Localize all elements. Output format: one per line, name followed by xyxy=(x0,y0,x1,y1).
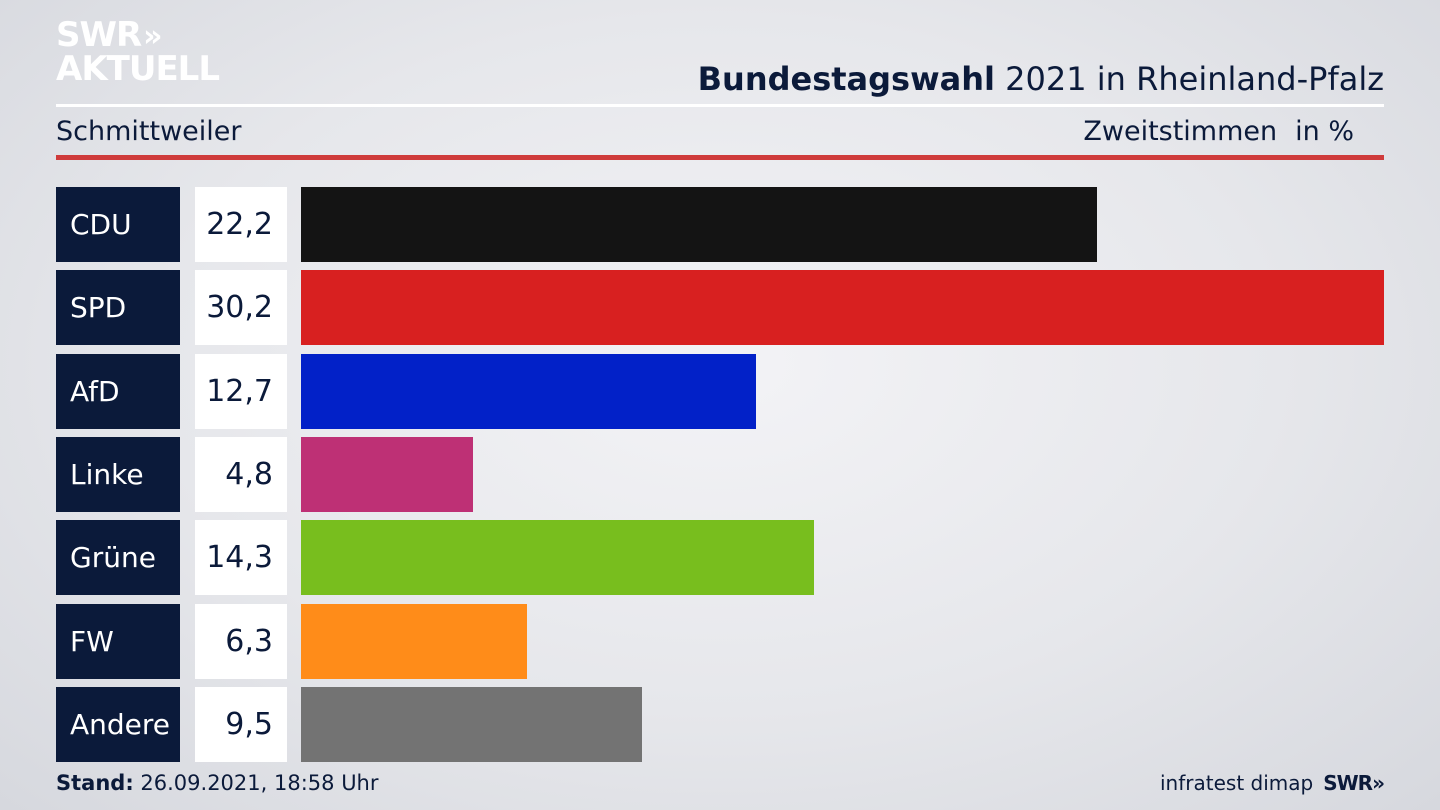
bar xyxy=(301,687,642,762)
party-label: Andere xyxy=(56,687,180,762)
accent-divider xyxy=(56,155,1384,160)
measure-label: Zweitstimmen in % xyxy=(1083,116,1354,147)
bar-row-cdu: CDU 22,2 xyxy=(56,187,1384,262)
party-label: CDU xyxy=(56,187,180,262)
bar xyxy=(301,520,814,595)
value-label: 30,2 xyxy=(195,270,287,345)
bar-row-andere: Andere 9,5 xyxy=(56,687,1384,762)
timestamp-value: 26.09.2021, 18:58 Uhr xyxy=(140,771,379,795)
value-label: 12,7 xyxy=(195,354,287,429)
chart-title-rest: 2021 in Rheinland-Pfalz xyxy=(1005,60,1384,98)
bar-row-grüne: Grüne 14,3 xyxy=(56,520,1384,595)
location-label: Schmittweiler xyxy=(56,116,242,147)
bar xyxy=(301,270,1384,345)
bar-row-spd: SPD 30,2 xyxy=(56,270,1384,345)
bar-row-fw: FW 6,3 xyxy=(56,604,1384,679)
timestamp: Stand: 26.09.2021, 18:58 Uhr xyxy=(56,771,379,795)
bar-row-linke: Linke 4,8 xyxy=(56,437,1384,512)
chart-title: Bundestagswahl 2021 in Rheinland-Pfalz xyxy=(698,60,1384,98)
value-label: 6,3 xyxy=(195,604,287,679)
value-label: 14,3 xyxy=(195,520,287,595)
value-label: 22,2 xyxy=(195,187,287,262)
measure-unit: in % xyxy=(1295,116,1354,147)
timestamp-label: Stand: xyxy=(56,771,134,795)
measure-name: Zweitstimmen xyxy=(1083,116,1278,147)
bar xyxy=(301,437,473,512)
swr-aktuell-logo: SWR» AKTUELL xyxy=(56,15,220,89)
party-label: Linke xyxy=(56,437,180,512)
chart-title-bold: Bundestagswahl xyxy=(697,60,995,98)
value-label: 9,5 xyxy=(195,687,287,762)
bar xyxy=(301,187,1097,262)
header-divider xyxy=(56,104,1384,107)
party-label: AfD xyxy=(56,354,180,429)
value-label: 4,8 xyxy=(195,437,287,512)
party-label: SPD xyxy=(56,270,180,345)
source-label: infratest dimap xyxy=(1160,771,1314,795)
party-label: FW xyxy=(56,604,180,679)
bar xyxy=(301,354,756,429)
bar-row-afd: AfD 12,7 xyxy=(56,354,1384,429)
source-credit: infratest dimap SWR» xyxy=(1160,771,1385,795)
party-label: Grüne xyxy=(56,520,180,595)
swr-logo: SWR» xyxy=(1323,771,1385,795)
bar xyxy=(301,604,527,679)
